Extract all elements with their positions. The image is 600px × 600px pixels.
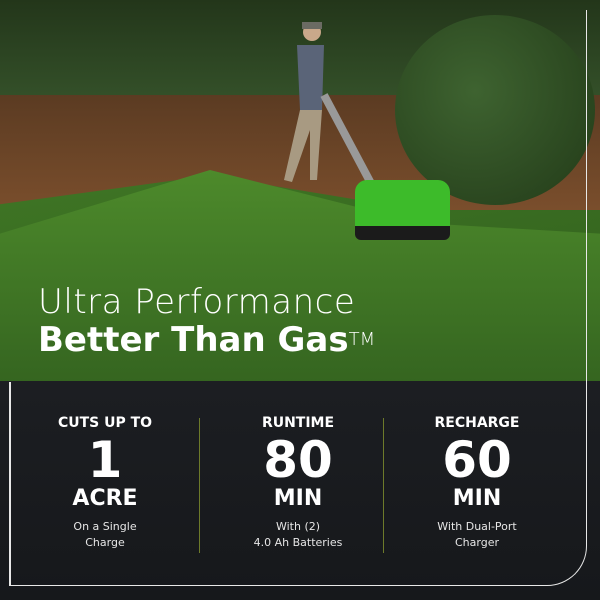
person-figure — [284, 22, 324, 182]
stat-value: 1 — [87, 431, 123, 489]
stat-note: Charger — [455, 536, 499, 549]
headline-line2: Better Than Gas — [38, 320, 349, 360]
headline: Ultra Performance Better Than GasTM — [38, 283, 375, 359]
stat-note: On a Single — [73, 520, 137, 533]
stat-note: Charge — [85, 536, 125, 549]
divider — [383, 418, 384, 553]
stat-recharge: RECHARGE 60 MIN With Dual-Port Charger — [392, 415, 562, 551]
stat-note: 4.0 Ah Batteries — [253, 536, 343, 549]
headline-line1: Ultra Performance — [38, 282, 356, 322]
stat-label: RUNTIME — [261, 415, 335, 431]
stat-unit: MIN — [452, 486, 502, 511]
stat-label: CUTS UP TO — [57, 415, 153, 431]
stat-label: RECHARGE — [434, 415, 520, 431]
lawn-mower — [355, 180, 450, 240]
lawn-mowing-photo — [0, 0, 600, 382]
stats-panel — [0, 381, 600, 600]
stat-value: 80 — [263, 431, 333, 489]
frame-border-left — [9, 382, 11, 586]
stat-acre: CUTS UP TO 1 ACRE On a Single Charge — [20, 415, 190, 551]
divider — [199, 418, 200, 553]
stat-note: With Dual-Port — [437, 520, 517, 533]
stat-unit: MIN — [273, 486, 323, 511]
frame-border — [9, 10, 587, 586]
trademark: TM — [348, 329, 376, 350]
stat-note: With (2) — [275, 520, 321, 533]
stat-unit: ACRE — [72, 486, 138, 511]
stat-runtime: RUNTIME 80 MIN With (2) 4.0 Ah Batteries — [213, 415, 383, 551]
stat-value: 60 — [442, 431, 512, 489]
